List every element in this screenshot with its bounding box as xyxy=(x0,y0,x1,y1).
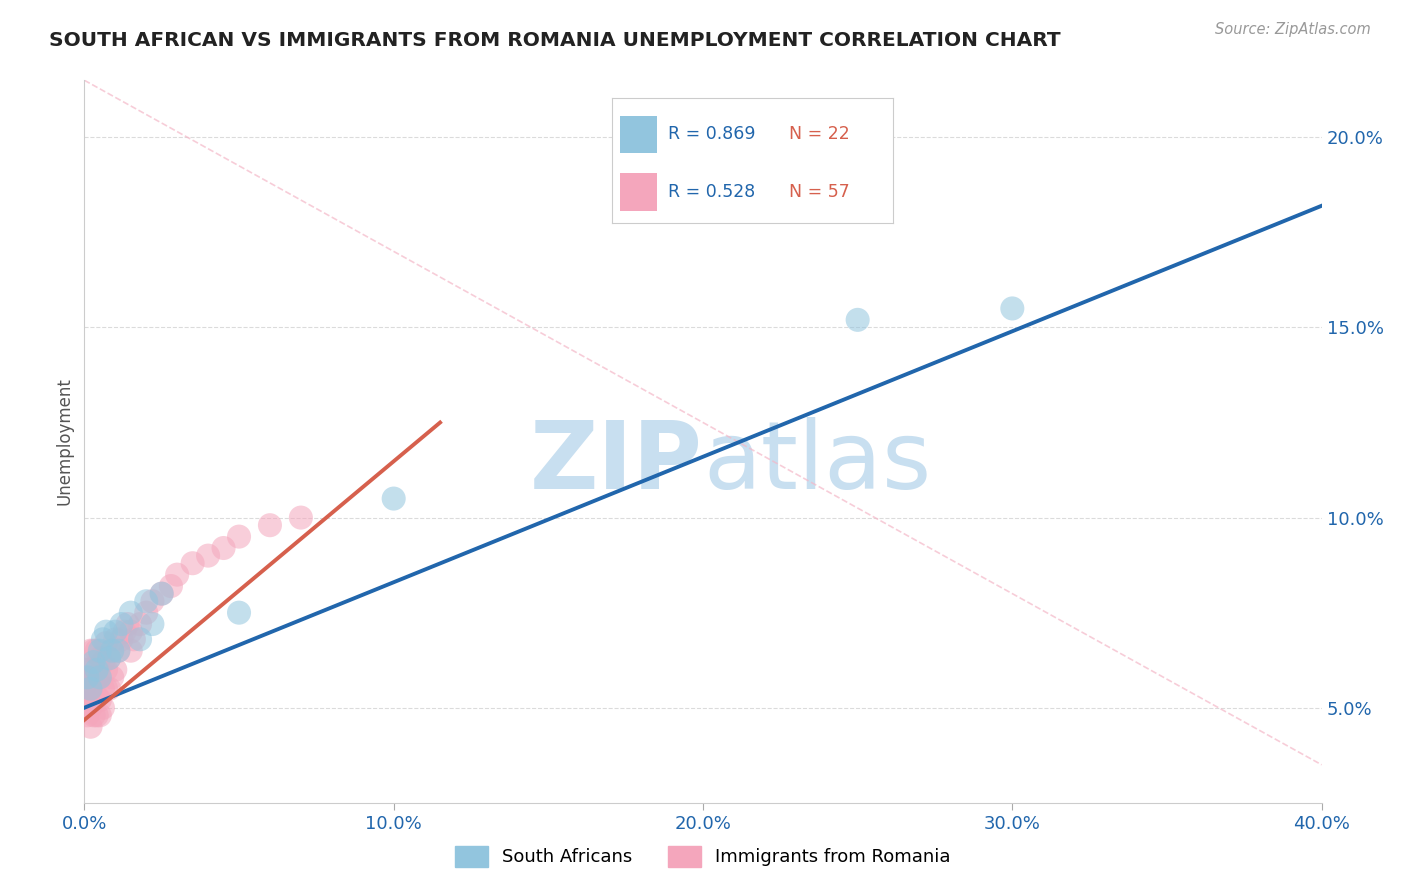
Point xyxy=(73,681,96,696)
FancyBboxPatch shape xyxy=(620,173,657,211)
Point xyxy=(89,693,111,707)
Point xyxy=(86,670,108,684)
Text: Source: ZipAtlas.com: Source: ZipAtlas.com xyxy=(1215,22,1371,37)
FancyBboxPatch shape xyxy=(620,116,657,153)
Point xyxy=(104,624,127,639)
Point xyxy=(79,681,101,696)
Point xyxy=(107,643,129,657)
Point xyxy=(76,681,98,696)
Point xyxy=(79,681,101,696)
Point xyxy=(117,617,139,632)
Point xyxy=(166,567,188,582)
Point xyxy=(122,632,145,647)
Point xyxy=(86,663,108,677)
Point xyxy=(129,632,152,647)
Point xyxy=(91,655,114,669)
Point xyxy=(141,594,163,608)
Text: N = 22: N = 22 xyxy=(789,126,849,144)
Point xyxy=(129,617,152,632)
Point xyxy=(160,579,183,593)
Point xyxy=(120,624,142,639)
Y-axis label: Unemployment: Unemployment xyxy=(55,377,73,506)
Point xyxy=(94,636,117,650)
Point xyxy=(120,606,142,620)
Point xyxy=(94,681,117,696)
Point xyxy=(98,651,121,665)
Point xyxy=(101,670,124,684)
Point xyxy=(89,643,111,657)
Point xyxy=(91,632,114,647)
Point xyxy=(114,624,136,639)
Point xyxy=(382,491,405,506)
Point xyxy=(83,674,105,689)
Point xyxy=(98,681,121,696)
Point xyxy=(89,651,111,665)
Point xyxy=(120,643,142,657)
Point xyxy=(150,587,173,601)
Text: atlas: atlas xyxy=(703,417,931,509)
Point xyxy=(135,606,157,620)
Point xyxy=(73,663,96,677)
Point xyxy=(76,700,98,714)
Point xyxy=(86,643,108,657)
Point xyxy=(98,651,121,665)
Point xyxy=(91,700,114,714)
Point xyxy=(110,617,132,632)
Point xyxy=(76,708,98,723)
Point xyxy=(197,549,219,563)
Point xyxy=(135,594,157,608)
Text: R = 0.528: R = 0.528 xyxy=(668,183,755,201)
Point xyxy=(228,606,250,620)
Point xyxy=(141,617,163,632)
Point xyxy=(79,643,101,657)
Text: SOUTH AFRICAN VS IMMIGRANTS FROM ROMANIA UNEMPLOYMENT CORRELATION CHART: SOUTH AFRICAN VS IMMIGRANTS FROM ROMANIA… xyxy=(49,31,1062,50)
Point xyxy=(89,670,111,684)
Point xyxy=(79,700,101,714)
Point xyxy=(89,670,111,684)
Point xyxy=(94,663,117,677)
Text: ZIP: ZIP xyxy=(530,417,703,509)
Point xyxy=(150,587,173,601)
Point xyxy=(76,670,98,684)
Point xyxy=(89,708,111,723)
Text: N = 57: N = 57 xyxy=(789,183,849,201)
Legend: South Africans, Immigrants from Romania: South Africans, Immigrants from Romania xyxy=(449,838,957,874)
Point xyxy=(290,510,312,524)
Point xyxy=(110,632,132,647)
Point xyxy=(86,690,108,704)
Point xyxy=(76,690,98,704)
Point xyxy=(73,670,96,684)
Point xyxy=(83,643,105,657)
Point xyxy=(101,643,124,657)
Point xyxy=(1001,301,1024,316)
Point xyxy=(846,313,869,327)
Point xyxy=(79,670,101,684)
Point xyxy=(83,663,105,677)
Point xyxy=(107,643,129,657)
Point xyxy=(181,556,204,570)
Point xyxy=(101,643,124,657)
Point xyxy=(212,541,235,555)
Point xyxy=(83,708,105,723)
Point xyxy=(259,518,281,533)
Point xyxy=(79,720,101,734)
Point xyxy=(91,681,114,696)
Point xyxy=(94,624,117,639)
Text: R = 0.869: R = 0.869 xyxy=(668,126,755,144)
Point xyxy=(104,632,127,647)
Point xyxy=(76,663,98,677)
Point xyxy=(228,530,250,544)
Point xyxy=(83,693,105,707)
Point xyxy=(83,655,105,669)
Point xyxy=(104,663,127,677)
Point xyxy=(86,708,108,723)
